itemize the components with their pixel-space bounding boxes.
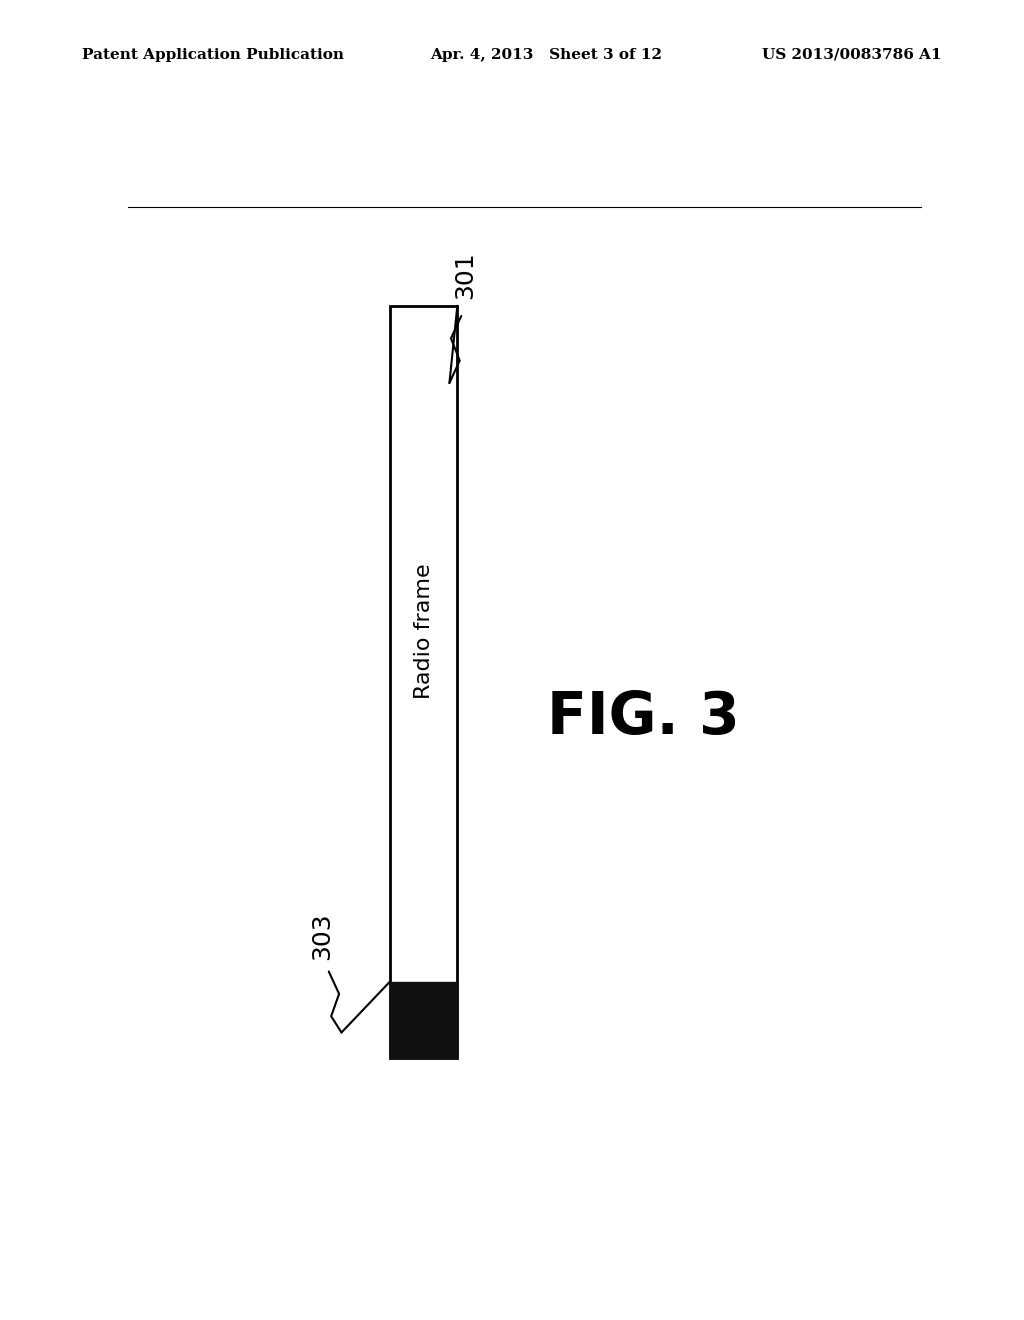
Text: Patent Application Publication: Patent Application Publication xyxy=(82,48,344,62)
Text: Radio frame: Radio frame xyxy=(414,564,433,698)
Bar xyxy=(390,982,458,1057)
Text: Apr. 4, 2013   Sheet 3 of 12: Apr. 4, 2013 Sheet 3 of 12 xyxy=(430,48,663,62)
Bar xyxy=(390,306,458,1057)
Text: FIG. 3: FIG. 3 xyxy=(548,689,740,746)
Text: US 2013/0083786 A1: US 2013/0083786 A1 xyxy=(763,48,942,62)
Text: 303: 303 xyxy=(310,912,335,960)
Text: 301: 301 xyxy=(454,252,477,300)
